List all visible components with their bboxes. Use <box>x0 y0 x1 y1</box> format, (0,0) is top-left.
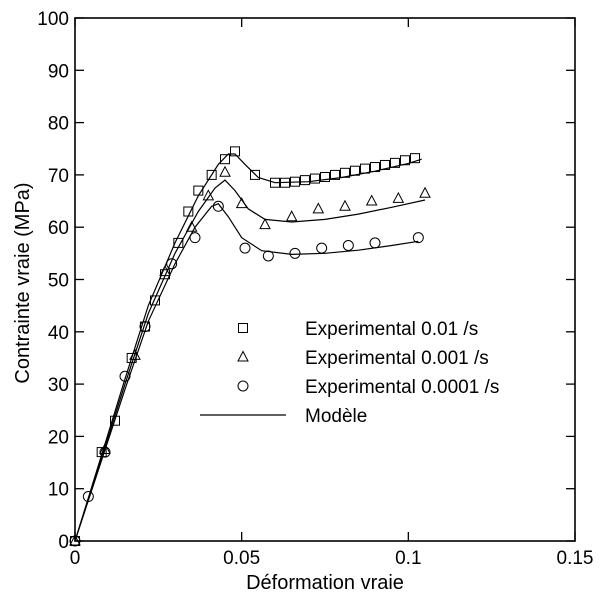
y-tick-label: 20 <box>48 427 69 448</box>
y-tick-label: 70 <box>48 166 69 187</box>
square-marker <box>340 167 350 178</box>
triangle-marker <box>392 191 405 203</box>
square-marker <box>350 165 360 176</box>
square-marker <box>110 415 120 426</box>
square-marker <box>320 171 330 182</box>
data-markers <box>69 146 431 547</box>
y-tick-label: 0 <box>58 532 69 553</box>
plot-frame <box>74 17 576 542</box>
circle-marker <box>369 237 381 249</box>
triangle-marker <box>99 442 111 454</box>
circle-marker <box>139 321 151 333</box>
square-marker <box>410 153 420 164</box>
circle-marker <box>119 370 131 382</box>
y-tick-label: 40 <box>48 323 69 344</box>
square-marker <box>220 154 230 165</box>
triangle-marker <box>312 202 325 214</box>
square-marker <box>230 146 240 157</box>
square-marker <box>330 169 340 180</box>
square-marker <box>310 173 320 184</box>
circle-marker <box>289 247 301 259</box>
triangle-marker <box>365 194 378 206</box>
square-marker <box>183 206 194 217</box>
triangle-marker <box>285 210 298 222</box>
y-tick-label: 80 <box>48 114 69 135</box>
circle-marker <box>189 232 201 244</box>
x-tick-label: 0.15 <box>557 548 594 569</box>
triangle-marker <box>69 534 81 546</box>
circle-marker <box>412 232 424 244</box>
square-marker <box>270 177 280 188</box>
y-tick-label: 50 <box>48 271 69 292</box>
square-marker <box>206 169 217 180</box>
triangle-marker <box>235 197 248 209</box>
triangle-marker <box>339 199 351 211</box>
square-marker <box>193 185 204 196</box>
square-marker <box>96 447 107 458</box>
square-marker <box>380 159 390 170</box>
triangle-marker <box>259 218 271 230</box>
y-tick-label: 30 <box>48 375 69 396</box>
y-tick-label: 90 <box>48 61 69 82</box>
axes <box>74 17 576 542</box>
circle-marker <box>239 242 251 254</box>
circle-marker <box>212 200 224 212</box>
triangle-marker <box>185 220 198 232</box>
triangle-marker <box>419 186 431 198</box>
square-marker <box>238 323 248 333</box>
square-marker <box>370 162 380 173</box>
y-axis-title: Contrainte vraie (MPa) <box>12 182 34 383</box>
legend-label: Experimental 0.001 /s <box>305 348 489 369</box>
x-tick-label: 0.05 <box>223 548 260 569</box>
triangle-marker <box>237 350 249 362</box>
circle-marker <box>342 240 354 252</box>
square-marker <box>400 155 410 166</box>
circle-marker <box>316 242 328 254</box>
axis-ticks: 0 0.05 0.1 0.15 0 10 20 30 40 50 60 70 80 90 100 <box>37 9 593 569</box>
legend-label: Modèle <box>305 406 367 427</box>
y-tick-label: 100 <box>37 9 69 30</box>
x-tick-label: 0 <box>70 548 81 569</box>
square-marker <box>280 177 290 188</box>
square-marker <box>150 295 160 306</box>
square-marker <box>360 163 370 174</box>
circle-marker <box>99 446 111 458</box>
circle-marker <box>166 258 178 270</box>
circle-marker <box>69 535 81 547</box>
circle-marker <box>262 250 274 262</box>
model-line <box>74 179 426 542</box>
square-marker <box>126 352 137 363</box>
square-marker <box>173 237 184 248</box>
square-marker <box>390 157 400 168</box>
square-marker <box>300 175 310 186</box>
square-marker <box>250 169 260 180</box>
x-tick-label: 0.1 <box>395 548 421 569</box>
legend-label: Experimental 0.01 /s <box>305 319 478 340</box>
legend: Experimental 0.01 /s Experimental 0.001 /… <box>200 319 499 427</box>
legend-label: Experimental 0.0001 /s <box>305 377 499 398</box>
triangle-marker <box>159 265 171 277</box>
triangle-marker <box>219 165 231 177</box>
triangle-marker <box>129 348 141 360</box>
y-tick-label: 10 <box>48 480 69 501</box>
circle-marker <box>82 491 94 503</box>
y-tick-label: 60 <box>48 218 69 239</box>
x-axis-title: Déformation vraie <box>246 572 404 594</box>
square-marker <box>290 176 300 187</box>
triangle-marker <box>202 189 215 201</box>
circle-marker <box>237 380 249 392</box>
